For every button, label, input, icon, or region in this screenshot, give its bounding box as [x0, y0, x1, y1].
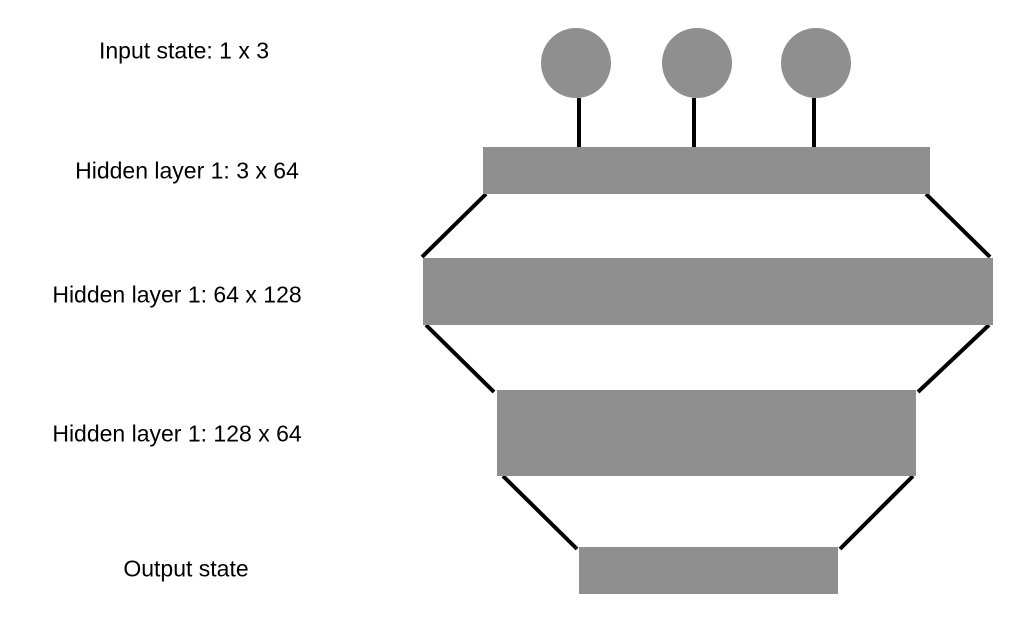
output-state-label: Output state	[123, 555, 249, 582]
hidden-layer-2-block	[423, 258, 993, 325]
input-connectors	[577, 98, 816, 147]
input-node-1	[541, 28, 611, 98]
hidden-layer-1-label: Hidden layer 1: 3 x 64	[75, 157, 299, 184]
hidden-layer-1-block	[483, 147, 930, 194]
connector-h2-h3-right	[916, 323, 991, 394]
hidden-layer-3-label: Hidden layer 1: 128 x 64	[52, 420, 302, 447]
connector-h3-out-right	[838, 474, 915, 551]
output-block	[579, 547, 838, 594]
layer-connectors	[420, 192, 992, 551]
hidden-layer-3-block	[497, 390, 916, 476]
connector-h2-h3-left	[424, 323, 496, 394]
hidden-layer-2-label: Hidden layer 1: 64 x 128	[52, 281, 302, 308]
connector-h1-h2-right	[924, 192, 992, 259]
connector-h3-out-left	[501, 474, 579, 551]
connector-h1-h2-left	[420, 192, 488, 259]
input-state-label: Input state: 1 x 3	[98, 37, 270, 64]
input-nodes	[541, 28, 851, 98]
input-node-3	[781, 28, 851, 98]
layer-blocks	[423, 147, 993, 594]
input-node-2	[662, 28, 732, 98]
